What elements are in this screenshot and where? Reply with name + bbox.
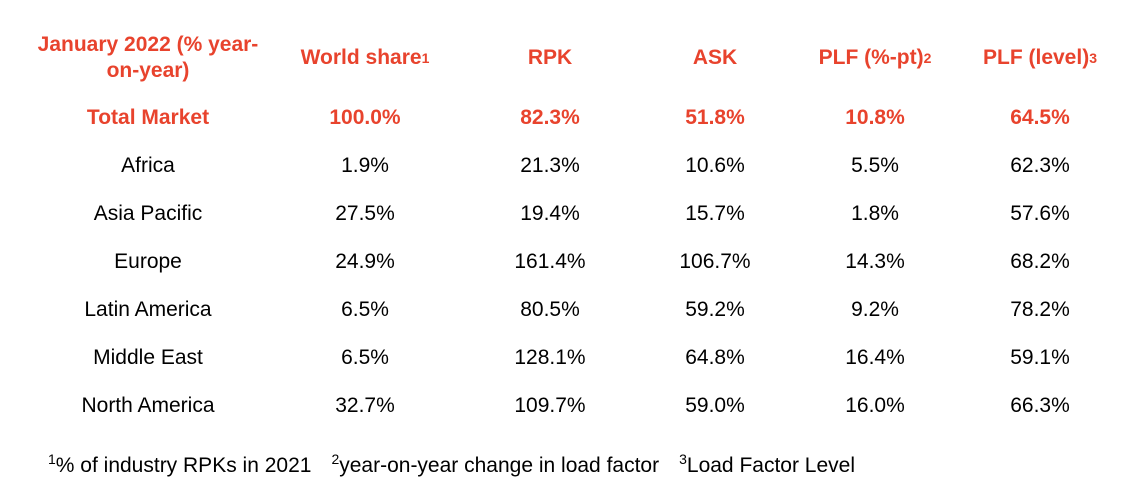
footnote-3: 3Load Factor Level (679, 451, 855, 477)
table-cell: 128.1% (514, 346, 586, 369)
footnotes: 1% of industry RPKs in 2021 2year-on-yea… (48, 448, 875, 484)
table-cell: 21.3% (520, 154, 580, 177)
table-cell: 24.9% (335, 250, 395, 273)
table-cell: 64.5% (1010, 106, 1070, 129)
region-label: Total Market (86, 106, 210, 129)
table-cell: 15.7% (685, 202, 745, 225)
footnote-2: 2year-on-year change in load factor (331, 451, 660, 477)
table-row: Latin America 6.5% 80.5% 59.2% 9.2% 78.2% (0, 286, 1142, 334)
table-row: North America 32.7% 109.7% 59.0% 16.0% 66.3% (0, 382, 1142, 430)
header-period: January 2022 (% year-on-year) (37, 33, 259, 82)
table-cell: 6.5% (341, 346, 389, 369)
table-cell: 82.3% (520, 106, 580, 129)
table-cell: 109.7% (514, 394, 586, 417)
table-row: Middle East 6.5% 128.1% 64.8% 16.4% 59.1% (0, 334, 1142, 382)
table-cell: 10.8% (845, 106, 905, 129)
region-label: Latin America (84, 298, 212, 321)
table-row: Europe 24.9% 161.4% 106.7% 14.3% 68.2% (0, 238, 1142, 286)
table-cell: 80.5% (520, 298, 580, 321)
table-cell: 59.0% (685, 394, 745, 417)
table-cell: 51.8% (685, 106, 745, 129)
header-plf-pt: PLF (%-pt) 2 (818, 46, 932, 69)
table-cell: 19.4% (520, 202, 580, 225)
table-row: Asia Pacific 27.5% 19.4% 15.7% 1.8% 57.6% (0, 190, 1142, 238)
table-cell: 5.5% (851, 154, 899, 177)
header-rpk: RPK (527, 46, 573, 69)
table-cell: 9.2% (851, 298, 899, 321)
table-cell: 106.7% (679, 250, 751, 273)
region-label: Africa (121, 154, 175, 177)
table-cell: 161.4% (514, 250, 586, 273)
region-label: Asia Pacific (93, 202, 203, 225)
table-cell: 78.2% (1010, 298, 1070, 321)
table-cell: 59.1% (1010, 346, 1070, 369)
table-cell: 10.6% (685, 154, 745, 177)
region-label: North America (81, 394, 215, 417)
table-cell: 66.3% (1010, 394, 1070, 417)
table-cell: 64.8% (685, 346, 745, 369)
header-world-share: World share 1 (300, 46, 430, 69)
header-ask: ASK (692, 46, 738, 69)
table-cell: 16.0% (845, 394, 905, 417)
table-cell: 1.8% (851, 202, 899, 225)
total-row: Total Market 100.0% 82.3% 51.8% 10.8% 64.5% (0, 94, 1142, 142)
table-cell: 62.3% (1010, 154, 1070, 177)
table-cell: 27.5% (335, 202, 395, 225)
table-cell: 59.2% (685, 298, 745, 321)
table-cell: 14.3% (845, 250, 905, 273)
footnote-1: 1% of industry RPKs in 2021 (48, 451, 312, 477)
region-label: Europe (114, 250, 182, 273)
table-cell: 68.2% (1010, 250, 1070, 273)
table-cell: 6.5% (341, 298, 389, 321)
table-cell: 32.7% (335, 394, 395, 417)
region-label: Middle East (93, 346, 203, 369)
table-row: Africa 1.9% 21.3% 10.6% 5.5% 62.3% (0, 142, 1142, 190)
table-cell: 1.9% (341, 154, 389, 177)
table-cell: 100.0% (329, 106, 401, 129)
table-cell: 57.6% (1010, 202, 1070, 225)
table-cell: 16.4% (845, 346, 905, 369)
header-plf-level: PLF (level) 3 (983, 46, 1097, 69)
